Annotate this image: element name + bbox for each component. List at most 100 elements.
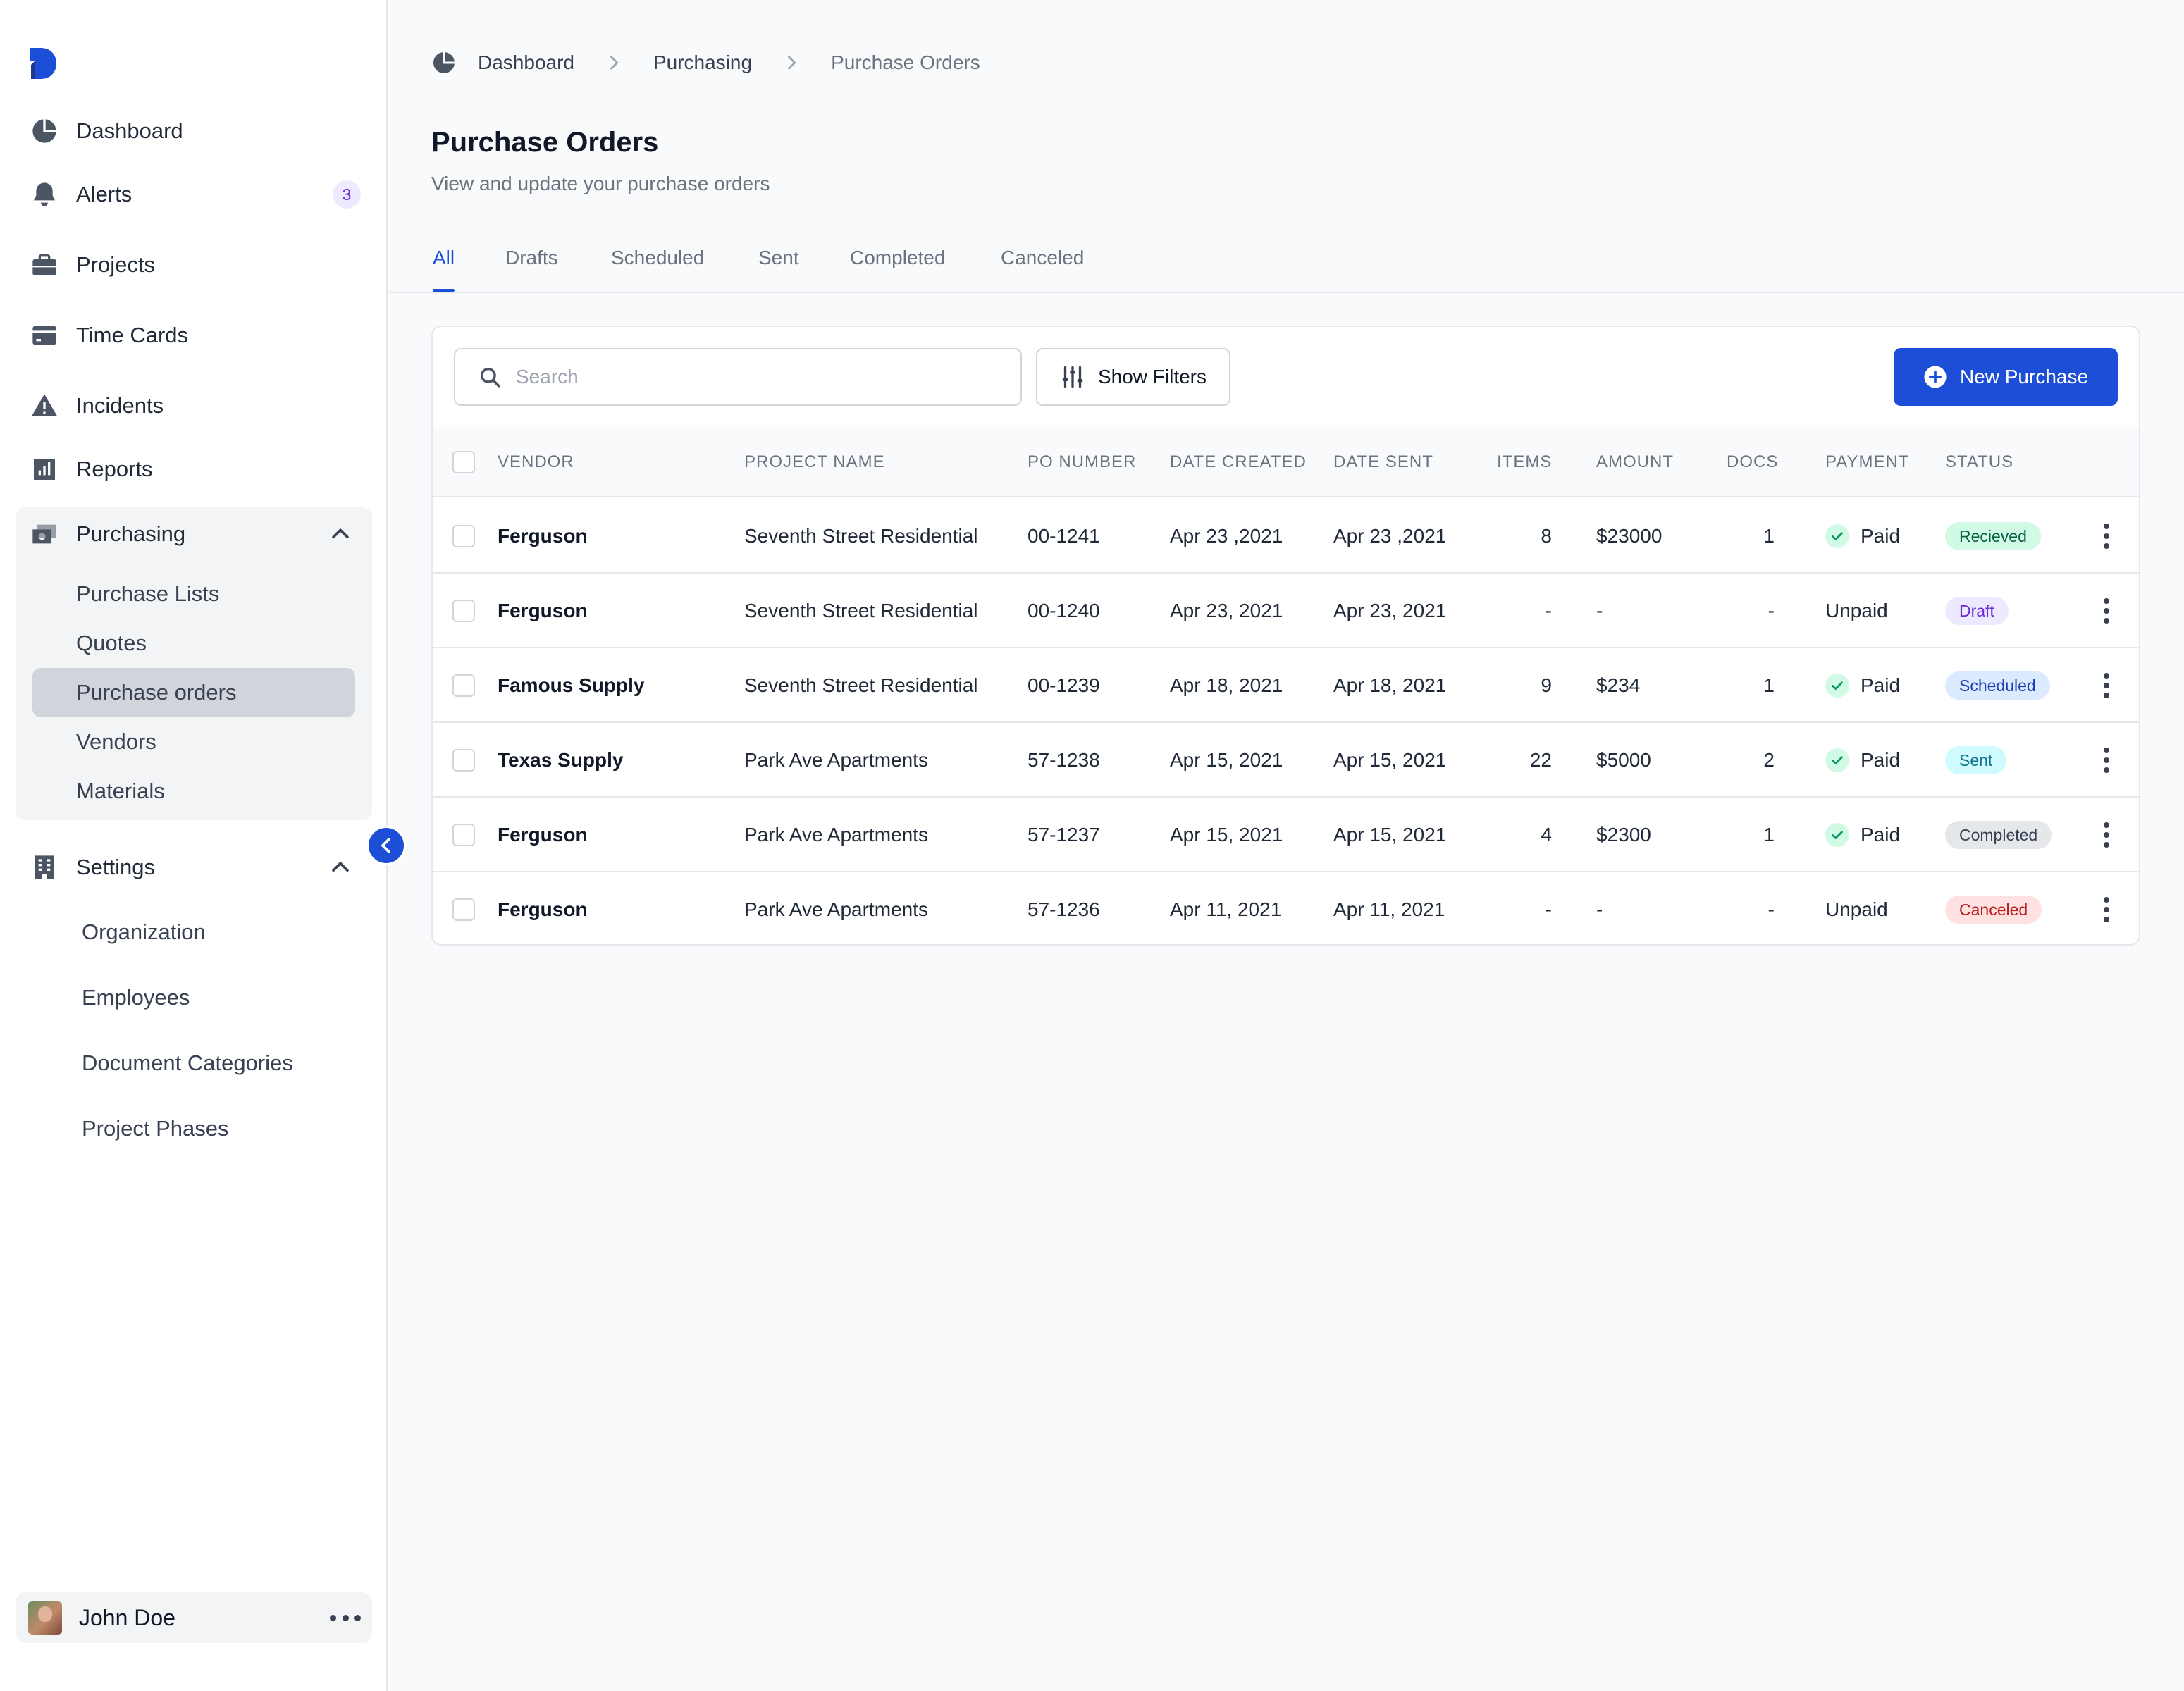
sidebar-item-settings[interactable]: Settings bbox=[16, 842, 372, 893]
row-checkbox[interactable] bbox=[452, 525, 475, 547]
sidebar-item-incidents[interactable]: Incidents bbox=[16, 380, 372, 431]
column-header-po-number[interactable]: PO NUMBER bbox=[1028, 452, 1137, 471]
pie-chart-icon[interactable] bbox=[431, 50, 457, 75]
items-cell: 22 bbox=[1529, 749, 1552, 771]
sidebar-subitem-quotes[interactable]: Quotes bbox=[76, 631, 147, 655]
more-horizontal-icon[interactable] bbox=[330, 1611, 361, 1625]
sidebar-item-dashboard[interactable]: Dashboard bbox=[16, 106, 372, 156]
amount-cell: - bbox=[1596, 600, 1603, 621]
date-created-cell: Apr 15, 2021 bbox=[1170, 749, 1283, 771]
more-vertical-icon[interactable] bbox=[2099, 673, 2114, 698]
sidebar-subitem-vendors[interactable]: Vendors bbox=[76, 729, 156, 754]
payment-label: Paid bbox=[1861, 674, 1901, 696]
sidebar-item-reports[interactable]: Reports bbox=[16, 444, 372, 495]
table-row[interactable]: Ferguson Park Ave Apartments 57-1236 Apr… bbox=[433, 872, 2139, 944]
row-checkbox[interactable] bbox=[452, 824, 475, 846]
sidebar-item-projects[interactable]: Projects bbox=[16, 240, 372, 290]
app-logo[interactable] bbox=[28, 47, 58, 80]
table-header: VENDOR PROJECT NAME PO NUMBER DATE CREAT… bbox=[433, 427, 2139, 497]
table-row[interactable]: Famous Supply Seventh Street Residential… bbox=[433, 648, 2139, 723]
sidebar-subitem-purchase-orders[interactable]: Purchase orders bbox=[32, 668, 355, 717]
sidebar-subitem-employees[interactable]: Employees bbox=[82, 985, 190, 1010]
sidebar-subitem-organization[interactable]: Organization bbox=[82, 919, 206, 944]
column-header-date-created[interactable]: DATE CREATED bbox=[1170, 452, 1307, 471]
tab-sent[interactable]: Sent bbox=[758, 247, 799, 268]
amount-cell: $23000 bbox=[1596, 525, 1662, 547]
search-input[interactable] bbox=[516, 366, 1009, 388]
breadcrumb-purchasing[interactable]: Purchasing bbox=[653, 51, 753, 73]
new-purchase-button[interactable]: New Purchase bbox=[1894, 348, 2118, 406]
more-vertical-icon[interactable] bbox=[2099, 524, 2114, 549]
show-filters-button[interactable]: Show Filters bbox=[1036, 348, 1230, 406]
date-created-cell: Apr 23 ,2021 bbox=[1170, 525, 1283, 547]
tab-drafts[interactable]: Drafts bbox=[505, 247, 558, 268]
more-vertical-icon[interactable] bbox=[2099, 822, 2114, 848]
date-created-cell: Apr 18, 2021 bbox=[1170, 674, 1283, 696]
payment-cell: Unpaid bbox=[1825, 574, 1888, 648]
column-header-payment[interactable]: PAYMENT bbox=[1825, 452, 1910, 471]
user-name: John Doe bbox=[79, 1604, 175, 1630]
row-checkbox[interactable] bbox=[452, 749, 475, 772]
bell-icon bbox=[30, 180, 59, 209]
warning-icon bbox=[30, 391, 59, 421]
check-icon bbox=[1825, 748, 1849, 772]
po-number-cell: 57-1236 bbox=[1028, 898, 1100, 920]
column-header-project-name[interactable]: PROJECT NAME bbox=[744, 452, 885, 471]
table-row[interactable]: Ferguson Park Ave Apartments 57-1237 Apr… bbox=[433, 798, 2139, 872]
more-vertical-icon[interactable] bbox=[2099, 598, 2114, 624]
row-checkbox[interactable] bbox=[452, 600, 475, 622]
more-vertical-icon[interactable] bbox=[2099, 748, 2114, 773]
sidebar-subitem-materials[interactable]: Materials bbox=[76, 779, 165, 803]
check-icon bbox=[1825, 524, 1849, 548]
payment-cell: Paid bbox=[1825, 648, 1900, 723]
status-badge: Scheduled bbox=[1945, 671, 2050, 700]
chevron-up-icon[interactable] bbox=[328, 522, 352, 546]
table-row[interactable]: Texas Supply Park Ave Apartments 57-1238… bbox=[433, 723, 2139, 798]
breadcrumb-purchase-orders: Purchase Orders bbox=[831, 51, 980, 73]
sidebar-subitem-purchase-lists[interactable]: Purchase Lists bbox=[76, 581, 220, 606]
credit-card-icon bbox=[30, 321, 59, 350]
check-icon bbox=[1825, 674, 1849, 698]
vendor-cell: Texas Supply bbox=[498, 749, 624, 771]
sidebar-item-label: Time Cards bbox=[76, 323, 189, 347]
date-created-cell: Apr 15, 2021 bbox=[1170, 824, 1283, 846]
sidebar-item-label: Purchasing bbox=[76, 521, 186, 546]
more-vertical-icon[interactable] bbox=[2099, 897, 2114, 922]
row-checkbox[interactable] bbox=[452, 674, 475, 697]
column-header-vendor[interactable]: VENDOR bbox=[498, 452, 574, 471]
select-all-checkbox[interactable] bbox=[452, 451, 475, 473]
items-cell: 9 bbox=[1541, 674, 1552, 696]
tab-canceled[interactable]: Canceled bbox=[1001, 247, 1085, 268]
sidebar-item-time-cards[interactable]: Time Cards bbox=[16, 310, 372, 361]
chevron-right-icon bbox=[610, 56, 619, 70]
tab-all[interactable]: All bbox=[433, 247, 455, 292]
breadcrumb-dashboard[interactable]: Dashboard bbox=[478, 51, 574, 73]
tab-scheduled[interactable]: Scheduled bbox=[611, 247, 705, 268]
column-header-docs[interactable]: DOCS bbox=[1727, 452, 1779, 471]
column-header-items[interactable]: ITEMS bbox=[1497, 452, 1553, 471]
user-profile[interactable]: John Doe bbox=[16, 1592, 372, 1643]
sidebar-subitem-project-phases[interactable]: Project Phases bbox=[82, 1116, 229, 1141]
table-row[interactable]: Ferguson Seventh Street Residential 00-1… bbox=[433, 574, 2139, 648]
status-badge: Draft bbox=[1945, 597, 2009, 625]
collapse-sidebar-button[interactable] bbox=[366, 826, 406, 865]
payment-label: Paid bbox=[1861, 824, 1901, 846]
items-cell: 4 bbox=[1541, 824, 1552, 846]
chevron-left-icon bbox=[381, 838, 390, 853]
tab-completed[interactable]: Completed bbox=[850, 247, 946, 268]
date-sent-cell: Apr 18, 2021 bbox=[1333, 674, 1447, 696]
sidebar-item-purchasing[interactable]: Purchasing bbox=[16, 509, 372, 559]
table-row[interactable]: Ferguson Seventh Street Residential 00-1… bbox=[433, 499, 2139, 574]
sidebar-item-alerts[interactable]: Alerts 3 bbox=[16, 169, 372, 220]
column-header-amount[interactable]: AMOUNT bbox=[1596, 452, 1674, 471]
sidebar: Dashboard Alerts 3 Projects Time Cards I… bbox=[0, 0, 388, 1691]
column-header-status[interactable]: STATUS bbox=[1945, 452, 2014, 471]
row-checkbox[interactable] bbox=[452, 898, 475, 921]
sidebar-subitem-document-categories[interactable]: Document Categories bbox=[82, 1051, 293, 1075]
show-filters-label: Show Filters bbox=[1097, 366, 1207, 388]
chevron-up-icon[interactable] bbox=[328, 855, 352, 879]
column-header-date-sent[interactable]: DATE SENT bbox=[1333, 452, 1433, 471]
payment-label: Unpaid bbox=[1825, 600, 1888, 621]
search-box[interactable] bbox=[454, 348, 1022, 406]
docs-cell: 1 bbox=[1763, 525, 1775, 547]
